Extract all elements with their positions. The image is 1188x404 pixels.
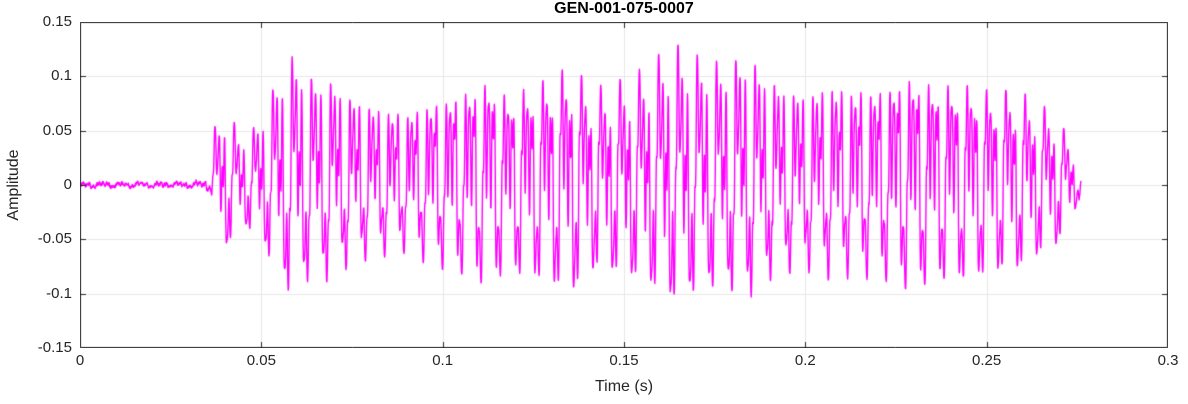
x-tick-label: 0 [75,352,85,369]
x-axis-label: Time (s) [594,378,654,395]
y-tick-label: 0.1 [51,67,72,85]
y-tick-label: -0.15 [37,339,72,356]
y-tick-label: -0.1 [46,284,72,302]
x-tick-label: 0.3 [1157,352,1179,369]
x-tick-label: 0.1 [432,352,454,369]
x-tick-label: 0.2 [794,352,816,369]
y-axis-tick-labels: 0.15 0.1 0.05 0 -0.05 -0.1 -0.15 [0,0,72,404]
chart-title: GEN-001-075-0007 [554,0,694,17]
x-tick-label: 0.05 [246,352,276,369]
y-tick-label: 0 [63,176,72,193]
x-tick-label: 0.15 [609,352,639,369]
y-tick-label: -0.05 [37,230,72,248]
x-tick-label: 0.25 [972,352,1002,369]
waveform-plot-canvas [80,22,1168,348]
y-tick-label: 0.15 [42,13,72,30]
y-tick-label: 0.05 [42,121,72,139]
